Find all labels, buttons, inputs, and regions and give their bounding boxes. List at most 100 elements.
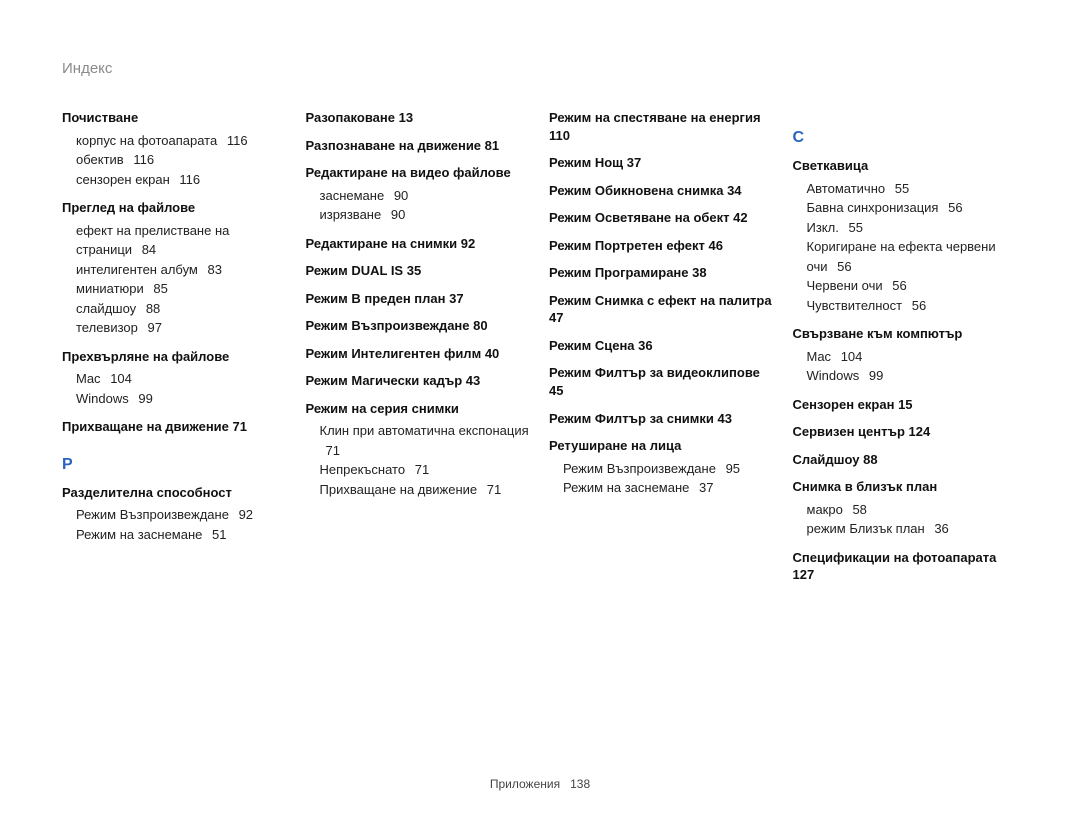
subentries: корпус на фотоапарата 116обектив 116сенз… [62,131,288,190]
subentry-page: 116 [227,133,248,148]
index-entry: Режим Осветяване на обект 42 [549,209,775,227]
entry-title-page: 42 [733,210,747,225]
entry-title[interactable]: Разпознаване на движение 81 [306,137,532,155]
entry-title[interactable]: Режим Филтър за снимки 43 [549,410,775,428]
subentry[interactable]: сензорен екран 116 [76,170,288,190]
index-entry: Разпознаване на движение 81 [306,137,532,155]
subentry-label: Режим Възпроизвеждане [563,461,716,476]
subentry[interactable]: Автоматично 55 [807,179,1019,199]
subentry[interactable]: изрязване 90 [320,205,532,225]
subentry[interactable]: ефект на прелистване на страници 84 [76,221,288,260]
entry-title[interactable]: Редактиране на видео файлове [306,164,532,182]
entry-title[interactable]: Режим Възпроизвеждане 80 [306,317,532,335]
subentry[interactable]: режим Близък план 36 [807,519,1019,539]
subentry[interactable]: Бавна синхронизация 56 [807,198,1019,218]
subentry[interactable]: Червени очи 56 [807,276,1019,296]
entry-title-text: Режим Филтър за видеоклипове [549,365,760,380]
subentry-label: заснемане [320,188,385,203]
section-letter: С [793,129,1019,147]
subentry[interactable]: миниатюри 85 [76,279,288,299]
entry-title[interactable]: Разделителна способност [62,484,288,502]
entry-title-page: 110 [549,128,570,143]
subentry[interactable]: Чувствителност 56 [807,296,1019,316]
entry-title-text: Прехвърляне на файлове [62,349,229,364]
entry-title[interactable]: Преглед на файлове [62,199,288,217]
subentry[interactable]: Mac 104 [807,347,1019,367]
entry-title[interactable]: Редактиране на снимки 92 [306,235,532,253]
entry-title[interactable]: Свързване към компютър [793,325,1019,343]
subentry-page: 71 [415,462,429,477]
index-page: Индекс Почистване корпус на фотоапарата 1… [0,0,1080,815]
entry-title[interactable]: Режим Портретен ефект 46 [549,237,775,255]
entry-title[interactable]: Почистване [62,109,288,127]
subentry[interactable]: Режим Възпроизвеждане 92 [76,505,288,525]
subentry[interactable]: корпус на фотоапарата 116 [76,131,288,151]
entry-title[interactable]: Режим Интелигентен филм 40 [306,345,532,363]
entry-title[interactable]: Спецификации на фотоапарата 127 [793,549,1019,584]
index-entry: Режим Филтър за видеоклипове 45 [549,364,775,399]
subentry[interactable]: интелигентен албум 83 [76,260,288,280]
entry-title[interactable]: Разопаковане 13 [306,109,532,127]
subentry-label: Автоматично [807,181,886,196]
subentry[interactable]: Непрекъснато 71 [320,460,532,480]
entry-title[interactable]: Светкавица [793,157,1019,175]
subentry[interactable]: Windows 99 [76,389,288,409]
page-footer: Приложения 138 [0,777,1080,791]
subentry[interactable]: Клин при автоматична експонация 71 [320,421,532,460]
entry-title[interactable]: Режим Снимка с ефект на палитра 47 [549,292,775,327]
entry-title[interactable]: Режим на спестяване на енергия 110 [549,109,775,144]
entry-title[interactable]: Сензорен екран 15 [793,396,1019,414]
entry-title[interactable]: Прехвърляне на файлове [62,348,288,366]
subentry-label: Режим на заснемане [76,527,202,542]
subentry[interactable]: Изкл. 55 [807,218,1019,238]
entry-title[interactable]: Снимка в близък план [793,478,1019,496]
subentry-page: 85 [153,281,167,296]
subentry[interactable]: обектив 116 [76,150,288,170]
entry-title[interactable]: Режим Сцена 36 [549,337,775,355]
entry-title[interactable]: Режим на серия снимки [306,400,532,418]
entry-title[interactable]: Прихващане на движение 71 [62,418,288,436]
index-column: Почистване корпус на фотоапарата 116обект… [62,109,288,594]
subentry-label: Клин при автоматична експонация [320,423,529,438]
subentry[interactable]: Режим на заснемане 37 [563,478,775,498]
entry-title[interactable]: Режим Обикновена снимка 34 [549,182,775,200]
page-header: Индекс [62,60,1018,77]
entry-title-text: Почистване [62,110,138,125]
subentry-label: Mac [76,371,101,386]
entry-title-text: Режим Програмиране [549,265,689,280]
index-entry: Прехвърляне на файлове Mac 104Windows 99 [62,348,288,409]
entry-title[interactable]: Режим Филтър за видеоклипове 45 [549,364,775,399]
entry-title-page: 15 [898,397,912,412]
subentry[interactable]: Windows 99 [807,366,1019,386]
subentry[interactable]: Mac 104 [76,369,288,389]
entry-title[interactable]: Режим В преден план 37 [306,290,532,308]
subentry[interactable]: Коригиране на ефекта червени очи 56 [807,237,1019,276]
subentry-label: Прихващане на движение [320,482,478,497]
index-columns: Почистване корпус на фотоапарата 116обект… [62,109,1018,594]
subentry-label: Изкл. [807,220,839,235]
subentry[interactable]: Режим Възпроизвеждане 95 [563,459,775,479]
index-column: Режим на спестяване на енергия 110 Режим … [549,109,775,594]
entry-title[interactable]: Режим Осветяване на обект 42 [549,209,775,227]
subentry[interactable]: макро 58 [807,500,1019,520]
entry-title-text: Прихващане на движение [62,419,229,434]
entry-title[interactable]: Режим DUAL IS 35 [306,262,532,280]
entry-title-page: 38 [692,265,706,280]
entry-title[interactable]: Ретуширане на лица [549,437,775,455]
subentry-label: сензорен екран [76,172,170,187]
entry-title[interactable]: Режим Нощ 37 [549,154,775,172]
subentry[interactable]: Режим на заснемане 51 [76,525,288,545]
subentry[interactable]: Прихващане на движение 71 [320,480,532,500]
subentry[interactable]: слайдшоу 88 [76,299,288,319]
subentry-label: Windows [76,391,129,406]
entry-title[interactable]: Режим Магически кадър 43 [306,372,532,390]
entry-title[interactable]: Режим Програмиране 38 [549,264,775,282]
subentry-page: 56 [948,200,962,215]
subentry[interactable]: телевизор 97 [76,318,288,338]
subentry[interactable]: заснемане 90 [320,186,532,206]
entry-title[interactable]: Слайдшоу 88 [793,451,1019,469]
footer-page: 138 [570,777,590,791]
subentry-label: Режим Възпроизвеждане [76,507,229,522]
entry-title[interactable]: Сервизен център 124 [793,423,1019,441]
entry-title-text: Свързване към компютър [793,326,963,341]
